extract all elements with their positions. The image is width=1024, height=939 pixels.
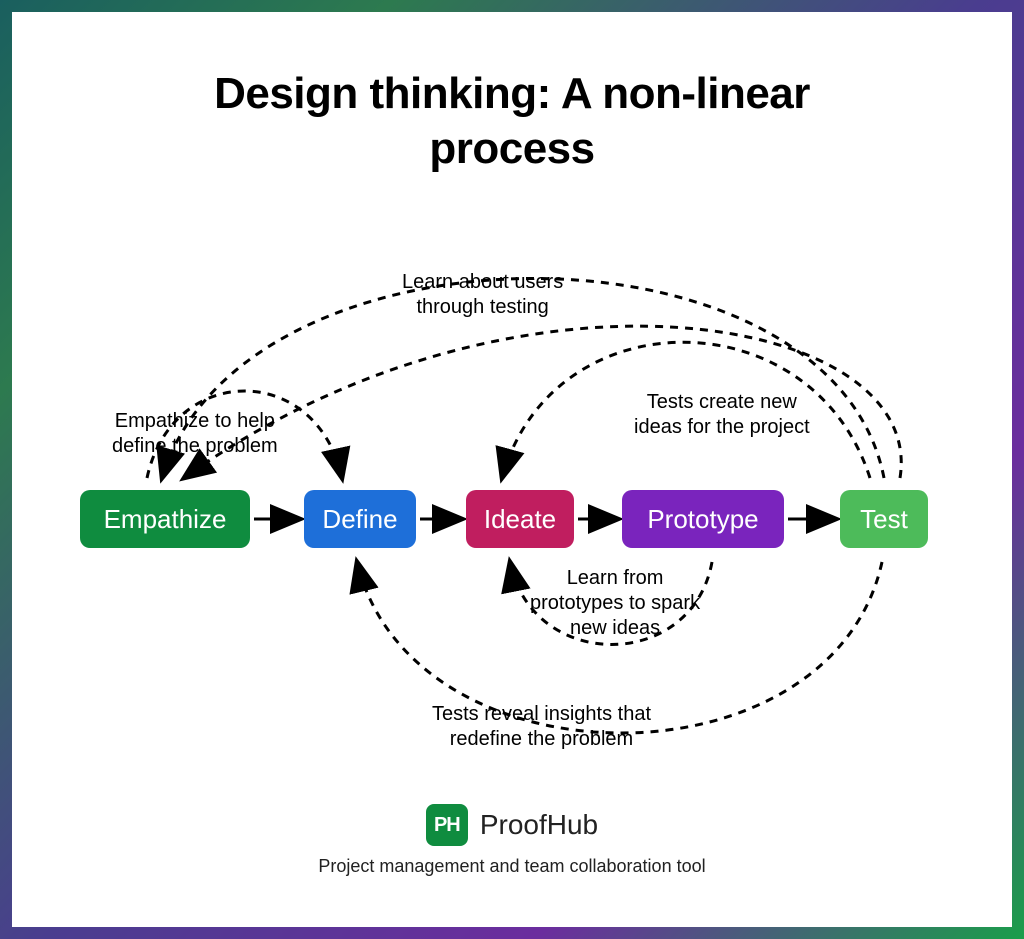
arc-label-learn-users-testing: Learn about usersthrough testing	[402, 270, 563, 320]
gradient-border: Design thinking: A non-linear process Em…	[0, 0, 1024, 939]
node-define: Define	[304, 490, 416, 548]
arc-label-tests-reveal-insights: Tests reveal insights thatredefine the p…	[432, 702, 651, 752]
arc-label-learn-prototypes: Learn fromprototypes to sparknew ideas	[530, 566, 700, 641]
brand-row: PH ProofHub	[12, 804, 1012, 846]
brand-name: ProofHub	[480, 809, 598, 841]
node-empathize: Empathize	[80, 490, 250, 548]
canvas: Design thinking: A non-linear process Em…	[12, 12, 1012, 927]
node-prototype: Prototype	[622, 490, 784, 548]
brand-logo: PH	[426, 804, 468, 846]
node-test: Test	[840, 490, 928, 548]
arc-label-tests-new-ideas: Tests create newideas for the project	[634, 390, 810, 440]
brand-logo-text: PH	[434, 814, 460, 837]
node-ideate: Ideate	[466, 490, 574, 548]
diagram-svg	[12, 12, 1012, 927]
brand-tagline: Project management and team collaboratio…	[12, 856, 1012, 877]
footer: PH ProofHub Project management and team …	[12, 804, 1012, 877]
arc-label-empathize-define: Empathize to helpdefine the problem	[112, 409, 278, 459]
